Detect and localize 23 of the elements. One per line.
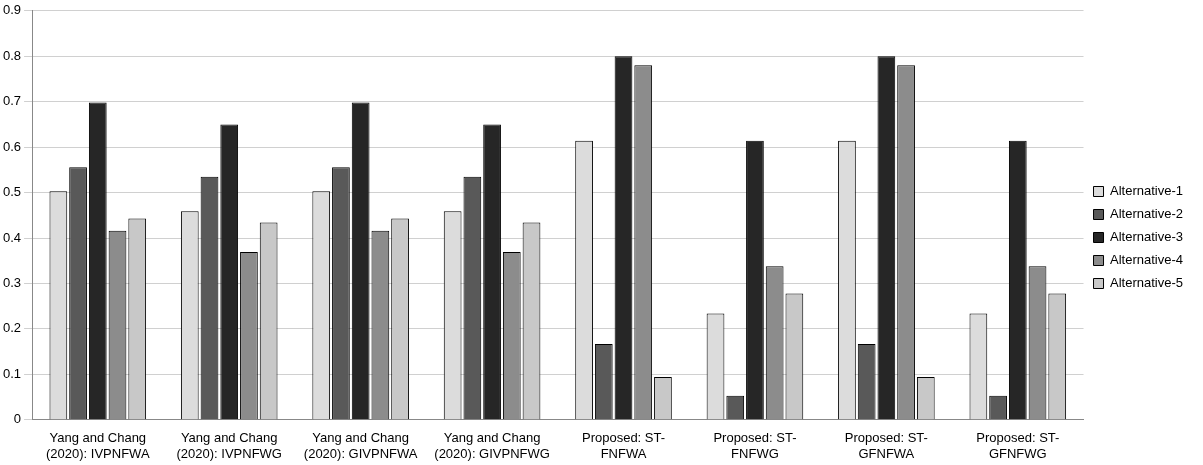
y-tick-label: 0.5 (2, 184, 22, 200)
x-tick-label: Yang and Chang (2020): IVPNFWG (176, 430, 282, 461)
x-tick-label: Proposed: ST-GFNFWA (844, 430, 928, 461)
y-tick-label: 0.4 (2, 229, 22, 245)
y-tick-label: 0.9 (2, 2, 22, 18)
x-tick-label: Yang and Chang (2020): IVPNFWA (46, 430, 150, 461)
x-tick-label: Proposed: ST-FNFWG (713, 430, 797, 461)
y-tick-label: 0.1 (2, 365, 22, 381)
x-tick-label: Yang and Chang (2020): GIVPNFWG (434, 430, 550, 461)
y-tick-label: 0.3 (2, 275, 22, 291)
x-tick-label: Yang and Chang (2020): GIVPNFWA (303, 430, 418, 461)
legend-label: Alternative-3 (1110, 229, 1184, 245)
legend-label: Alternative-2 (1110, 206, 1184, 222)
legend-label: Alternative-4 (1110, 252, 1184, 268)
y-tick-label: 0.7 (2, 93, 22, 109)
y-tick-label: 0 (13, 411, 22, 427)
x-tick-label: Proposed: ST-FNFWA (581, 430, 666, 461)
y-tick-label: 0.2 (2, 320, 22, 336)
x-tick-label: Proposed: ST-GFNFWG (976, 430, 1060, 461)
legend-label: Alternative-1 (1110, 183, 1184, 199)
y-tick-label: 0.8 (2, 47, 22, 63)
legend-label: Alternative-5 (1110, 275, 1184, 291)
y-tick-label: 0.6 (2, 138, 22, 154)
